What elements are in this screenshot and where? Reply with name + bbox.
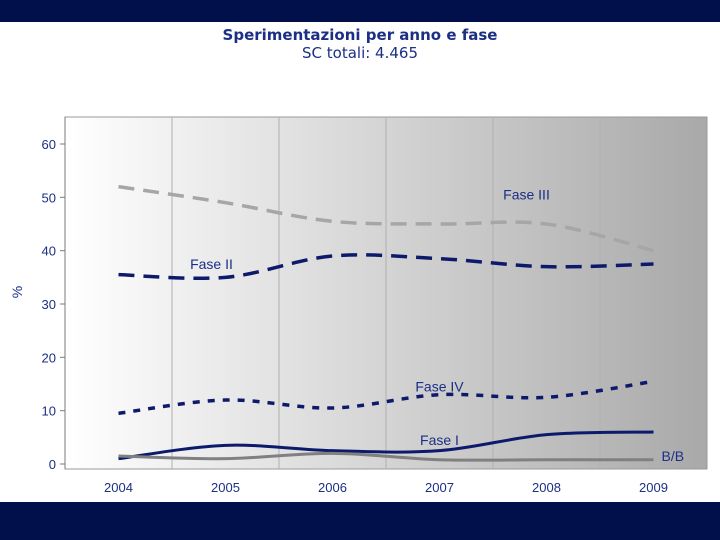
x-tick-label: 2006 <box>318 480 347 495</box>
x-tick-label: 2007 <box>425 480 454 495</box>
series-line-b-b <box>118 451 654 462</box>
series-line-fase-iv <box>118 379 654 416</box>
x-tick-label: 2004 <box>104 480 133 495</box>
chart-title: Sperimentazioni per anno e fase <box>222 26 498 44</box>
y-tick-label: 30 <box>42 297 56 312</box>
chart-subtitle: SC totali: 4.465 <box>302 44 418 62</box>
x-tick-label: 2005 <box>211 480 240 495</box>
x-tick-label: 2008 <box>532 480 561 495</box>
y-tick-label: 10 <box>42 404 56 419</box>
series-line-fase-i <box>118 430 654 461</box>
series-lines <box>118 184 654 462</box>
y-tick-label: 40 <box>42 244 56 259</box>
series-label: Fase IV <box>415 379 464 395</box>
series-label: Fase I <box>420 432 459 448</box>
series-label: Fase III <box>503 187 550 203</box>
y-tick-label: 20 <box>42 350 56 365</box>
x-axis-ticks: 2004 2005 2006 2007 2008 2009 <box>104 480 668 495</box>
series-labels: Fase III Fase II Fase IV Fase I B/B <box>190 187 684 464</box>
bottom-band <box>0 502 720 540</box>
series-label: B/B <box>662 448 685 464</box>
y-axis-ticks: 0 10 20 30 40 50 60 <box>42 117 66 472</box>
grid-lines <box>171 117 601 469</box>
y-tick-label: 60 <box>42 137 56 152</box>
x-tick-label: 2009 <box>639 480 668 495</box>
top-band <box>0 0 720 22</box>
series-label: Fase II <box>190 256 233 272</box>
y-tick-label: 50 <box>42 190 56 205</box>
y-tick-label: 0 <box>49 457 56 472</box>
y-axis-label: % <box>9 286 25 298</box>
